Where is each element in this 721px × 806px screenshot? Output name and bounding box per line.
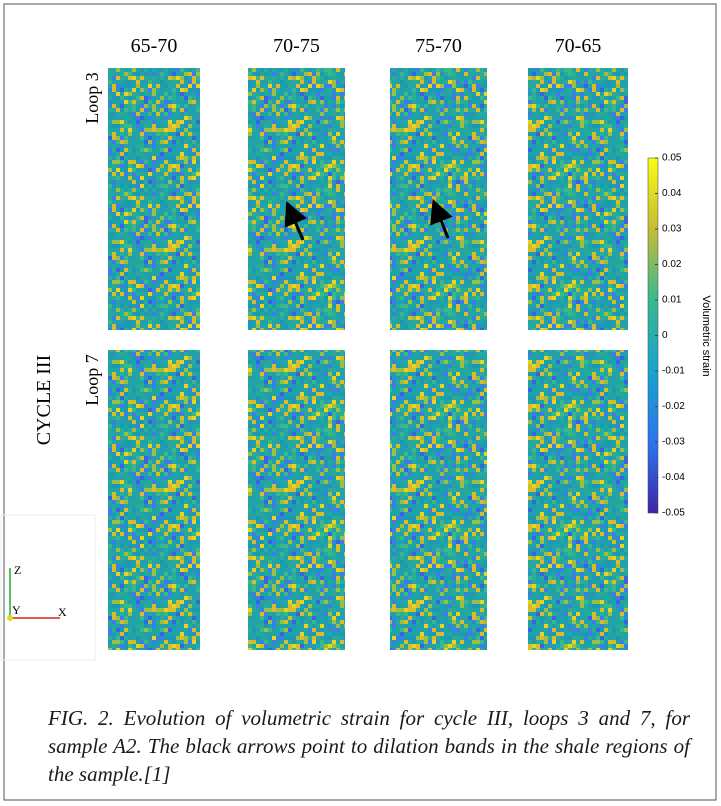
arrow [430,198,453,239]
strain-map [528,350,628,650]
colorbar-tick-label: -0.02 [662,401,685,412]
row-label: Loop 3 [82,72,102,124]
colorbar-tick-label: 0.01 [662,295,682,306]
strain-map [108,350,200,650]
arrow [284,200,307,241]
row-label: Loop 7 [82,354,102,406]
colorbar-tick-label: 0.04 [662,188,682,199]
cycle-label: CYCLE III [33,355,55,446]
colorbar-tick-label: -0.03 [662,437,685,448]
strain-map [248,350,345,650]
column-label: 70-65 [555,35,602,57]
column-label: 65-70 [131,35,178,57]
triad-box [0,514,96,661]
colorbar-tick-label: 0.03 [662,224,682,235]
column-label: 70-75 [273,35,320,57]
z-label: Z [14,563,21,577]
colorbar: Volumetric strain 0.05 0.04 0.03 0.02 0.01 0 -… [647,153,712,519]
colorbar-tick-label: -0.01 [662,366,685,377]
colorbar-tick-label: -0.05 [662,508,685,519]
strain-map [248,68,345,330]
caption: FIG. 2. Evolution of volumetric strain f… [48,706,690,786]
axes-triad: Z Y X [7,563,67,621]
strain-map [528,68,628,330]
y-label: Y [12,603,21,617]
colorbar-tick-label: 0.05 [662,153,682,164]
strain-map [108,68,200,330]
column-label: 75-70 [415,35,462,57]
strain-map [390,350,487,650]
strain-map [390,68,487,330]
frame [3,3,717,801]
colorbar-tick-label: 0.02 [662,259,682,270]
colorbar-tick-label: 0 [662,330,668,341]
y-axis [7,615,13,621]
x-label: X [58,605,67,619]
colorbar-tick-label: -0.04 [662,472,685,483]
colorbar-label: Volumetric strain [700,295,712,376]
